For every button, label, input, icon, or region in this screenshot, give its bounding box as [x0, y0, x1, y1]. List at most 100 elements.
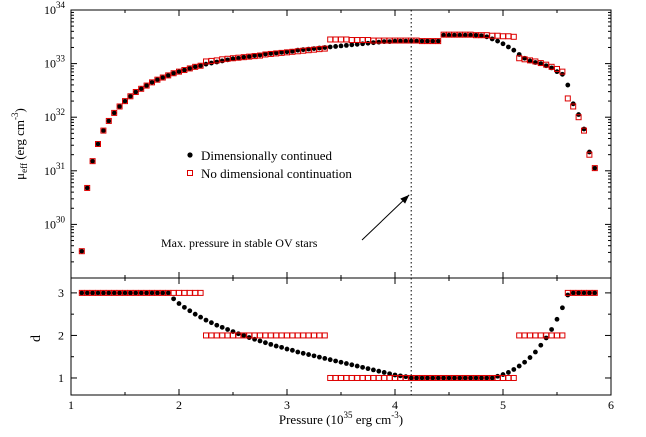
data-point-filled-circle [79, 290, 85, 296]
data-point-open-square [359, 374, 366, 381]
data-point-filled-circle [101, 290, 106, 296]
data-point-filled-circle [138, 86, 144, 92]
data-point-open-square [338, 36, 344, 43]
data-point-filled-circle [257, 338, 263, 344]
data-point-filled-circle [160, 290, 166, 296]
data-point-filled-circle [527, 355, 533, 360]
data-point-filled-circle [106, 118, 112, 124]
annotation-text: Max. pressure in stable OV stars [161, 236, 318, 250]
data-point-open-square [332, 36, 339, 43]
data-point-open-square [348, 37, 355, 44]
data-point-filled-circle [371, 367, 376, 373]
data-point-open-square [224, 332, 231, 339]
data-point-filled-circle [322, 356, 328, 361]
data-point-filled-circle [457, 32, 463, 38]
data-point-filled-circle [279, 49, 284, 55]
data-point-filled-circle [295, 349, 301, 355]
data-point-filled-circle [106, 290, 112, 296]
data-point-filled-circle [290, 48, 295, 54]
data-point-open-square [510, 33, 517, 40]
data-point-filled-circle [495, 38, 500, 44]
data-point-filled-circle [127, 290, 133, 296]
data-point-filled-circle [111, 290, 117, 296]
bottom-y-tick-label: 3 [58, 286, 64, 300]
data-point-open-square [559, 68, 566, 75]
data-point-open-square [100, 127, 107, 134]
data-point-filled-circle [473, 32, 479, 38]
data-point-filled-circle [425, 375, 430, 381]
data-point-open-square [564, 95, 571, 102]
data-point-filled-circle [171, 296, 177, 302]
data-point-filled-circle [203, 317, 209, 323]
data-point-open-square [591, 165, 598, 172]
data-point-filled-circle [187, 308, 193, 314]
data-point-filled-circle [506, 44, 511, 50]
data-point-filled-circle [354, 363, 360, 369]
annotation: Max. pressure in stable OV stars [161, 194, 410, 250]
data-point-filled-circle [452, 32, 457, 38]
data-point-open-square [365, 374, 371, 381]
data-point-open-square [311, 332, 317, 339]
data-point-filled-circle [138, 290, 144, 296]
data-point-open-square [375, 374, 382, 381]
data-point-filled-circle [570, 290, 576, 296]
top-y-tick-label: 1032 [44, 107, 65, 124]
data-point-open-square [138, 85, 145, 92]
top-panel: 1030 1031 1032 1033 1034 [44, 0, 612, 279]
data-point-filled-circle [165, 72, 171, 78]
data-point-filled-circle [192, 311, 198, 317]
top-ticks [70, 9, 612, 278]
data-point-open-square [521, 332, 528, 339]
data-point-filled-circle [349, 362, 355, 368]
data-point-filled-circle [435, 375, 441, 381]
data-point-open-square [127, 93, 134, 100]
data-point-filled-circle [414, 375, 419, 381]
data-point-open-square [348, 374, 355, 381]
bottom-series-dimensionally-continued [79, 290, 598, 381]
data-point-filled-circle [263, 51, 268, 57]
data-point-filled-circle [187, 66, 193, 71]
data-point-filled-circle [381, 370, 387, 375]
data-point-filled-circle [468, 375, 473, 381]
data-point-filled-circle [279, 344, 284, 350]
data-point-filled-circle [435, 38, 441, 44]
data-point-filled-circle [538, 61, 544, 66]
data-point-filled-circle [192, 64, 198, 70]
data-point-filled-circle [419, 375, 425, 381]
data-point-filled-circle [95, 141, 101, 147]
data-point-filled-circle [484, 34, 490, 40]
data-point-filled-circle [263, 340, 268, 346]
data-point-filled-circle [182, 67, 187, 73]
legend-label-no-dimensional-continuation: No dimensional continuation [201, 166, 352, 181]
data-point-open-square [321, 332, 328, 339]
data-point-filled-circle [338, 359, 344, 365]
data-point-filled-circle [284, 49, 290, 55]
data-point-open-square [203, 332, 209, 339]
data-point-filled-circle [344, 361, 349, 366]
data-point-filled-circle [133, 89, 139, 95]
data-point-filled-circle [268, 51, 274, 56]
data-point-filled-circle [198, 63, 204, 69]
data-point-filled-circle [209, 320, 214, 326]
data-point-filled-circle [133, 290, 139, 296]
data-point-filled-circle [122, 98, 128, 104]
data-point-open-square [300, 332, 307, 339]
data-point-filled-circle [408, 375, 414, 381]
data-point-filled-circle [144, 83, 150, 88]
data-point-filled-circle [306, 352, 311, 357]
legend-marker-no-dimensional-continuation [187, 170, 193, 176]
data-point-open-square [294, 332, 301, 339]
data-point-filled-circle [144, 290, 150, 296]
data-point-filled-circle [554, 316, 560, 322]
data-point-open-square [105, 117, 112, 124]
top-y-tick-label: 1031 [44, 161, 65, 178]
data-point-filled-circle [516, 363, 522, 369]
data-point-open-square [267, 332, 274, 339]
data-point-open-square [78, 248, 85, 255]
data-point-filled-circle [117, 290, 122, 296]
data-point-filled-circle [365, 40, 371, 46]
top-series-no-dimensional-continuation [78, 31, 598, 255]
data-point-filled-circle [500, 41, 506, 47]
x-tick-label: 5 [500, 398, 506, 412]
